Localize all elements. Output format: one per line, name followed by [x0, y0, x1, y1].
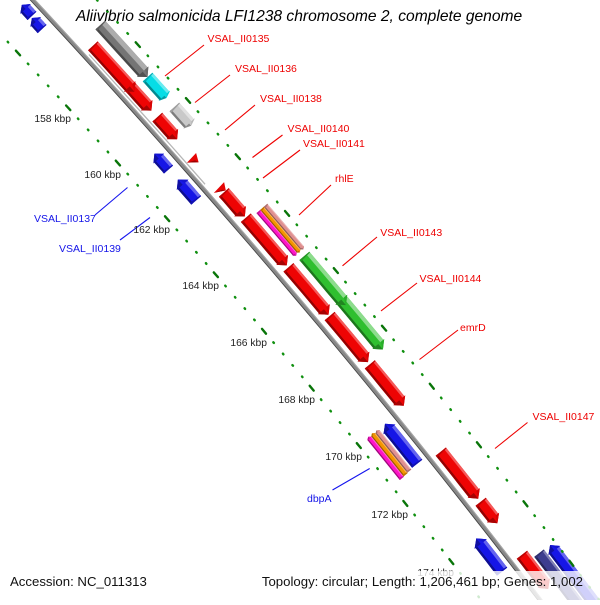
svg-text:VSAL_II0139: VSAL_II0139	[59, 243, 121, 255]
svg-text:VSAL_II0141: VSAL_II0141	[303, 138, 365, 150]
svg-text:VSAL_II0136: VSAL_II0136	[235, 63, 297, 75]
svg-text:162 kbp: 162 kbp	[133, 225, 170, 236]
svg-text:VSAL_II0137: VSAL_II0137	[34, 213, 96, 225]
svg-text:VSAL_II0135: VSAL_II0135	[208, 33, 270, 45]
svg-text:VSAL_II0143: VSAL_II0143	[380, 227, 442, 239]
svg-text:Aliivibrio salmonicida LFI1238: Aliivibrio salmonicida LFI1238 chromosom…	[75, 8, 523, 25]
svg-text:Accession: NC_011313: Accession: NC_011313	[10, 574, 147, 589]
svg-text:168 kbp: 168 kbp	[278, 395, 315, 406]
svg-text:VSAL_II0147: VSAL_II0147	[533, 411, 595, 423]
svg-text:rhlE: rhlE	[335, 173, 354, 185]
svg-text:166 kbp: 166 kbp	[230, 338, 267, 349]
svg-text:164 kbp: 164 kbp	[182, 281, 219, 292]
svg-text:dbpA: dbpA	[307, 493, 332, 505]
svg-text:Topology: circular; Length: 1,: Topology: circular; Length: 1,206,461 bp…	[262, 574, 583, 589]
svg-text:172 kbp: 172 kbp	[371, 510, 408, 521]
svg-text:170 kbp: 170 kbp	[325, 452, 362, 463]
svg-text:VSAL_II0138: VSAL_II0138	[260, 93, 322, 105]
svg-text:158 kbp: 158 kbp	[34, 114, 71, 125]
svg-text:emrD: emrD	[460, 322, 486, 334]
svg-text:VSAL_II0140: VSAL_II0140	[288, 123, 350, 135]
svg-text:VSAL_II0144: VSAL_II0144	[420, 273, 482, 285]
svg-text:160 kbp: 160 kbp	[84, 170, 121, 181]
